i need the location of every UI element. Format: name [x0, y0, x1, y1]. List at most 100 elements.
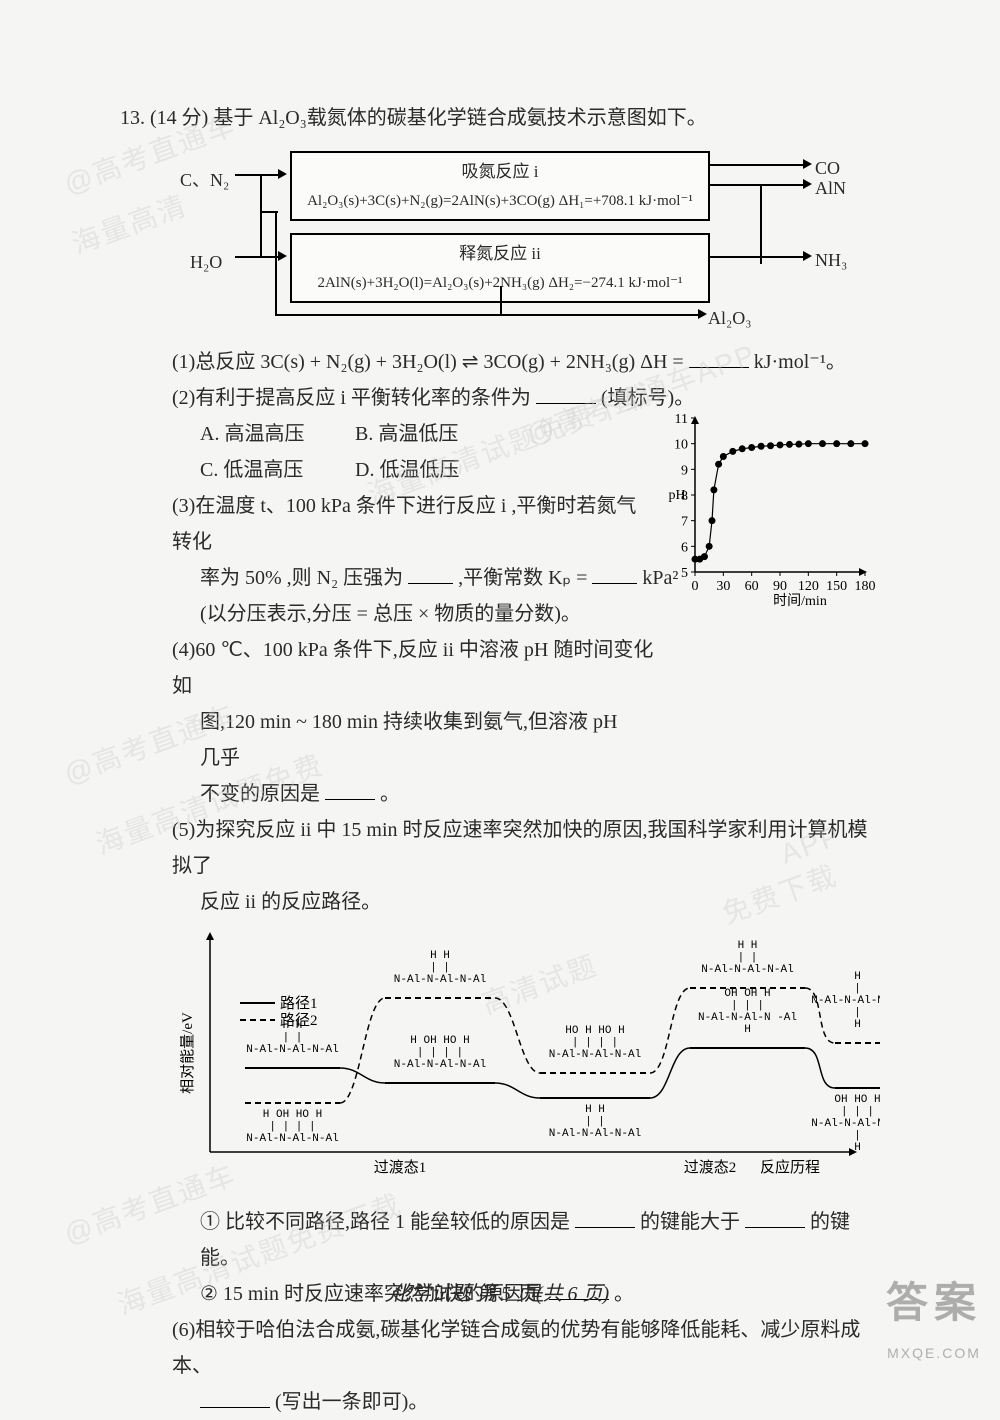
arrow [275, 314, 500, 316]
svg-text:H H: H H [283, 1020, 303, 1032]
svg-text:|: | [854, 1130, 861, 1142]
p4c-pre: 不变的原因是 [200, 783, 320, 805]
ph-chart-svg: 5678910110306090120150180pH时间/min [665, 408, 875, 608]
arrow [500, 286, 502, 314]
svg-text:相对能量/eV: 相对能量/eV [180, 1012, 196, 1094]
arrow [760, 184, 762, 264]
svg-text:时间/min: 时间/min [773, 593, 827, 608]
arrow [710, 256, 805, 258]
svg-text:| |: | | [585, 1116, 605, 1128]
flow-out-al2o3: Al₂O₃ [708, 302, 752, 334]
arrow [710, 164, 805, 166]
svg-text:| | | |: | | | | [417, 1047, 463, 1059]
part-6b: (写出一条即可)。 [120, 1384, 880, 1420]
svg-text:N-Al-N-Al-N-Al: N-Al-N-Al-N-Al [811, 1118, 880, 1130]
svg-text:| | |: | | | [841, 1106, 874, 1118]
svg-text:过渡态1: 过渡态1 [374, 1159, 427, 1176]
svg-text:5: 5 [681, 566, 688, 581]
svg-text:H OH HO H: H OH HO H [410, 1035, 469, 1047]
svg-text:10: 10 [674, 438, 688, 453]
ph-chart: 5678910110306090120150180pH时间/min [665, 408, 875, 608]
arrow-head-icon [278, 251, 287, 261]
part-5b: 反应 ii 的反应路径。 [120, 884, 880, 920]
svg-text:H: H [854, 1019, 861, 1031]
svg-text:H: H [744, 1024, 751, 1036]
flow-out-nh3: NH₃ [815, 244, 847, 276]
svg-text:N-Al-N-Al-N-Al: N-Al-N-Al-N-Al [701, 964, 793, 976]
flow-input-cn2: C、N₂ [180, 164, 229, 196]
part-5a: (5)为探究反应 ii 中 15 min 时反应速率突然加快的原因,我国科学家利… [120, 812, 880, 884]
p2-text: (2)有利于提高反应 i 平衡转化率的条件为 [172, 387, 531, 409]
corner-logo: 答案 MXQE.COM [886, 1265, 982, 1366]
bracket [260, 174, 262, 258]
opt-a: A. 高温高压 [200, 416, 350, 452]
blank-dh[interactable] [689, 348, 749, 368]
arrow [500, 314, 700, 316]
svg-text:H H: H H [738, 940, 758, 952]
part-3b: 率为 50% ,则 N₂ 压强为 ,平衡常数 Kₚ = kPa² [120, 560, 680, 596]
blank-kp[interactable] [592, 564, 637, 584]
svg-text:N-Al-N-Al-N-Al: N-Al-N-Al-N-Al [811, 995, 880, 1007]
svg-text:路径1: 路径1 [280, 995, 318, 1012]
part-1: (1)总反应 3C(s) + N₂(g) + 3H₂O(l) ⇌ 3CO(g) … [120, 344, 880, 380]
question-stem: 基于 Al₂O₃载氮体的碳基化学链合成氨技术示意图如下。 [213, 107, 706, 129]
arrow [760, 184, 805, 186]
svg-text:pH: pH [668, 488, 685, 503]
svg-text:60: 60 [745, 579, 759, 594]
svg-text:N-Al-N-Al-N-Al: N-Al-N-Al-N-Al [549, 1049, 641, 1061]
svg-text:H H: H H [430, 950, 450, 962]
page-footer: 化学试题 第 5 页(共 6 页) [0, 1276, 1000, 1312]
svg-text:| |: | | [738, 952, 758, 964]
part-3c: (以分压表示,分压 = 总压 × 物质的量分数)。 [120, 596, 640, 632]
svg-text:N-Al-N-Al-N-Al: N-Al-N-Al-N-Al [394, 1059, 486, 1071]
svg-text:H OH HO H: H OH HO H [263, 1109, 322, 1121]
box1-title: 吸氮反应 i [300, 157, 700, 188]
svg-text:反应历程: 反应历程 [760, 1158, 820, 1176]
opt-c: C. 低温高压 [200, 452, 350, 488]
blank-bond1[interactable] [575, 1208, 635, 1228]
part-6a: (6)相较于哈伯法合成氨,碳基化学链合成氨的优势有能够降低能耗、减少原料成本、 [120, 1312, 880, 1384]
svg-text:| | | |: | | | | [269, 1121, 315, 1133]
blank-advantage[interactable] [200, 1388, 270, 1408]
question-number: 13. [120, 107, 145, 129]
p4c-post: 。 [380, 783, 400, 805]
svg-text:OH HO H: OH HO H [834, 1094, 880, 1106]
p3b-mid: ,平衡常数 Kₚ = [458, 567, 592, 589]
svg-text:N-Al-N-Al-N-Al: N-Al-N-Al-N-Al [246, 1133, 338, 1145]
svg-text:过渡态2: 过渡态2 [684, 1159, 737, 1176]
box1-eq: Al₂O₃(s)+3C(s)+N₂(g)=2AlN(s)+3CO(g) ΔH₁=… [300, 188, 700, 215]
svg-text:|: | [854, 983, 861, 995]
svg-text:30: 30 [716, 579, 730, 594]
svg-text:|: | [854, 1007, 861, 1019]
p3b-pre: 率为 50% ,则 N₂ 压强为 [200, 567, 403, 589]
blank-pressure[interactable] [408, 564, 453, 584]
arrow-head-icon [698, 309, 707, 319]
box-absorb: 吸氮反应 i Al₂O₃(s)+3C(s)+N₂(g)=2AlN(s)+3CO(… [290, 151, 710, 221]
svg-text:180: 180 [855, 579, 876, 594]
part-5c1: ① 比较不同路径,路径 1 能垒较低的原因是 的键能大于 的键能。 [120, 1204, 880, 1276]
svg-text:120: 120 [798, 579, 819, 594]
svg-text:H: H [854, 971, 861, 983]
part-4c: 不变的原因是 。 [120, 776, 880, 812]
box2-title: 释氮反应 ii [300, 239, 700, 270]
p2-post: (填标号)。 [601, 387, 694, 409]
flow-diagram: C、N₂ 吸氮反应 i Al₂O₃(s)+3C(s)+N₂(g)=2AlN(s)… [150, 146, 880, 336]
part-4b: 图,120 min ~ 180 min 持续收集到氨气,但溶液 pH 几乎 [120, 704, 640, 776]
blank-bond2[interactable] [745, 1208, 805, 1228]
svg-text:9: 9 [681, 463, 688, 478]
arrow-head-icon [803, 251, 812, 261]
opt-d: D. 低温低压 [355, 459, 459, 481]
svg-text:| | | |: | | | | [572, 1037, 618, 1049]
blank-reason-ph[interactable] [325, 780, 375, 800]
part-3a: (3)在温度 t、100 kPa 条件下进行反应 i ,平衡时若氮气转化 [120, 488, 650, 560]
svg-text:6: 6 [681, 540, 688, 555]
flow-out-aln: AlN [815, 172, 846, 204]
svg-text:H H: H H [585, 1104, 605, 1116]
arrow [710, 184, 760, 186]
svg-text:N-Al-N-Al-N-Al: N-Al-N-Al-N-Al [246, 1044, 338, 1056]
corner-small: MXQE.COM [886, 1341, 982, 1366]
svg-text:N-Al-N-Al-N -Al: N-Al-N-Al-N -Al [698, 1012, 797, 1024]
svg-text:| |: | | [283, 1032, 303, 1044]
svg-text:11: 11 [675, 412, 688, 427]
blank-condition[interactable] [536, 384, 596, 404]
